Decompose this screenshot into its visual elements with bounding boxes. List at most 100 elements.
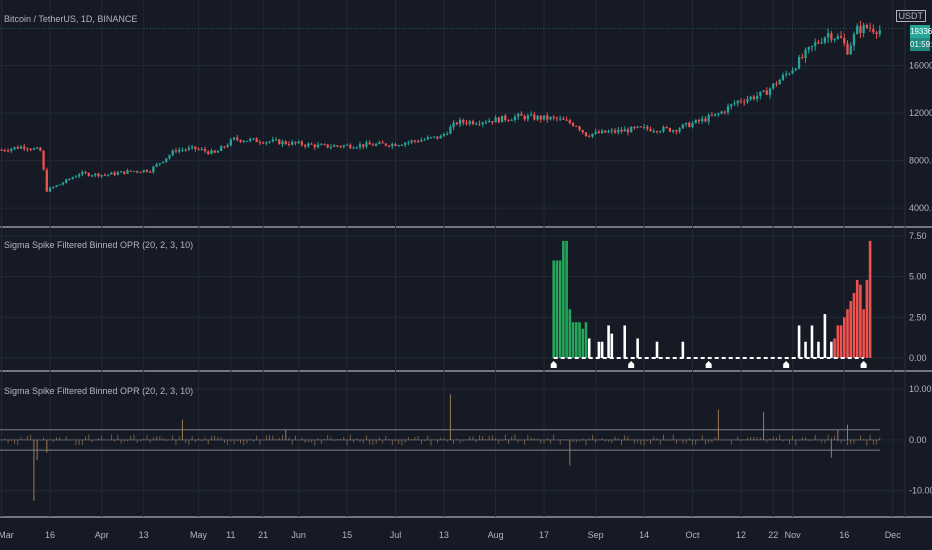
candle-body (232, 137, 236, 140)
candle-body (416, 141, 420, 143)
candle-body (100, 174, 103, 177)
candle-body (397, 145, 400, 147)
x-tick-label: 11 (226, 530, 235, 540)
candle-body (184, 149, 187, 151)
candle-body (329, 146, 333, 148)
ind1-bar-green (584, 322, 588, 358)
ind1-bar-white (623, 325, 627, 358)
candle-body (497, 117, 500, 123)
candle-body (513, 116, 517, 121)
candle-body (681, 124, 684, 129)
ind1-bar-red (846, 309, 849, 358)
ind1-tick-label: 7.50 (909, 231, 927, 241)
ind1-bar-red (859, 284, 862, 358)
candle-body (426, 137, 429, 140)
candle-body (578, 126, 581, 131)
currency-label[interactable]: USDT (895, 10, 926, 22)
candle-body (326, 144, 329, 148)
candle-body (539, 115, 542, 120)
candle-body (449, 127, 452, 134)
candle-body (433, 136, 436, 138)
indicator-1-title[interactable]: Sigma Spike Filtered Binned OPR (20, 2, … (4, 240, 194, 250)
candle-body (694, 119, 697, 123)
candle-body (71, 177, 74, 180)
candle-body (303, 145, 307, 147)
indicator-2-title[interactable]: Sigma Spike Filtered Binned OPR (20, 2, … (4, 386, 194, 396)
candle-body (713, 113, 717, 116)
candle-body (452, 122, 455, 128)
candle-body (494, 117, 497, 123)
candle-body (35, 147, 39, 149)
candle-body (213, 150, 216, 153)
candle-body (161, 161, 165, 164)
candle-body (520, 113, 523, 116)
candle-body (826, 33, 830, 38)
candle-body (423, 139, 426, 141)
price-tick-label: 16000.00 (909, 60, 932, 70)
candle-body (226, 145, 229, 147)
candle-body (16, 147, 19, 149)
candle-body (42, 150, 45, 170)
candle-body (633, 126, 636, 128)
candle-body (836, 36, 839, 39)
ind1-tick-label: 2.50 (909, 312, 927, 322)
candle-body (487, 121, 491, 123)
candle-body (691, 122, 694, 128)
candle-body (97, 173, 100, 177)
candle-body (174, 150, 178, 152)
candle-body (565, 119, 568, 121)
candle-body (126, 170, 129, 174)
candle-body (123, 171, 126, 174)
candle-body (830, 33, 833, 40)
candle-body (642, 126, 646, 128)
ind1-bar-green (568, 309, 572, 358)
candle-body (165, 158, 168, 162)
candle-body (0, 149, 3, 151)
candle-body (55, 185, 58, 188)
price-badge: 19336.88 (910, 25, 932, 38)
ind1-bar-red (836, 325, 840, 358)
candle-body (58, 184, 61, 186)
ind1-bar-green (581, 328, 585, 358)
ind1-marker (705, 361, 712, 368)
candle-body (597, 131, 601, 134)
candle-body (420, 140, 423, 142)
x-tick-label: Dec (885, 530, 902, 540)
candle-body (387, 145, 391, 147)
candle-body (636, 126, 639, 128)
ind1-bar-red (833, 338, 836, 358)
candle-body (852, 34, 856, 46)
candle-body (10, 148, 13, 151)
candle-body (77, 174, 81, 177)
candle-body (517, 113, 520, 117)
candle-body (339, 146, 342, 148)
candle-body (720, 111, 723, 114)
ind1-bar-red (842, 317, 846, 358)
candle-body (478, 123, 481, 125)
candle-body (591, 133, 594, 137)
candle-body (23, 146, 26, 149)
candle-body (323, 144, 326, 146)
x-tick-label: Nov (785, 530, 802, 540)
candle-body (68, 179, 71, 181)
x-tick-label: 17 (539, 530, 549, 540)
candle-body (404, 142, 407, 145)
candle-body (526, 115, 530, 120)
candle-body (755, 96, 759, 100)
candle-body (223, 146, 226, 148)
ind1-bar-white (610, 333, 614, 358)
candle-body (265, 141, 268, 144)
candle-body (701, 118, 704, 122)
candle-body (365, 142, 368, 147)
candle-body (723, 111, 726, 113)
candle-body (839, 36, 843, 38)
candle-body (575, 126, 578, 128)
countdown-badge-text: 01:59:48 (910, 40, 932, 49)
candle-body (74, 176, 78, 178)
candle-body (145, 170, 149, 172)
candle-body (675, 130, 678, 132)
candle-body (255, 138, 258, 143)
x-tick-label: 21 (258, 530, 268, 540)
candle-body (129, 170, 132, 172)
